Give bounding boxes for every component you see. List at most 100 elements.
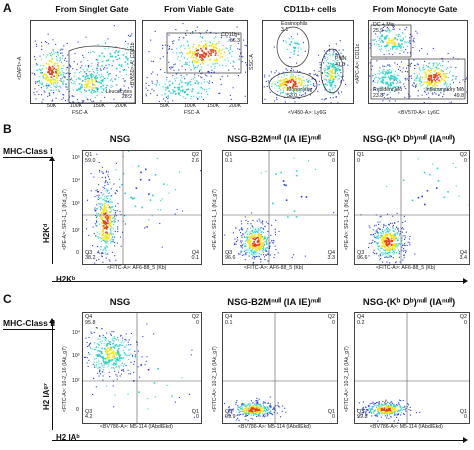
- event-dot: [119, 360, 121, 362]
- event-dot: [100, 216, 102, 218]
- event-dot: [238, 229, 240, 231]
- event-dot: [318, 70, 320, 72]
- event-dot: [400, 406, 402, 408]
- event-dot: [362, 409, 364, 411]
- event-dot: [268, 75, 270, 77]
- event-dot: [272, 242, 274, 244]
- event-dot: [118, 64, 121, 66]
- event-dot: [396, 85, 398, 87]
- event-dot: [97, 62, 99, 64]
- event-dot: [117, 220, 119, 222]
- event-dot: [397, 221, 399, 223]
- event-dot: [57, 53, 59, 55]
- event-dot: [173, 40, 175, 42]
- event-dot: [104, 187, 106, 189]
- event-dot: [92, 73, 94, 75]
- event-dot: [105, 222, 108, 224]
- event-dot: [106, 238, 108, 240]
- event-dot: [108, 75, 110, 77]
- event-dot: [91, 87, 93, 89]
- event-dot: [251, 251, 253, 253]
- event-dot: [383, 223, 385, 225]
- event-dot: [393, 234, 395, 236]
- event-dot: [233, 408, 235, 410]
- event-dot: [228, 406, 230, 408]
- event-dot: [112, 60, 115, 62]
- event-dot: [200, 86, 202, 89]
- event-dot: [130, 373, 132, 375]
- event-dot: [205, 48, 207, 50]
- event-dot: [93, 176, 95, 178]
- event-dot: [445, 82, 447, 84]
- event-dot: [407, 65, 409, 67]
- event-dot: [284, 101, 286, 103]
- event-dot: [90, 74, 93, 77]
- event-dot: [252, 410, 254, 413]
- event-dot: [93, 361, 95, 363]
- event-dot: [405, 407, 407, 409]
- event-dot: [413, 83, 415, 85]
- event-dot: [390, 255, 392, 257]
- event-dot: [93, 90, 95, 92]
- event-dot: [282, 71, 284, 73]
- event-dot: [266, 238, 268, 240]
- event-dot: [117, 336, 119, 338]
- event-dot: [263, 406, 265, 408]
- event-dot: [141, 206, 143, 209]
- event-dot: [300, 88, 302, 90]
- quadrant-q3: Q3 99.9: [225, 408, 236, 421]
- event-dot: [437, 72, 440, 74]
- event-dot: [97, 64, 99, 66]
- event-dot: [103, 248, 105, 250]
- event-dot: [390, 405, 392, 407]
- event-dot: [116, 357, 118, 359]
- event-dot: [435, 93, 437, 95]
- event-dot: [63, 75, 65, 77]
- event-dot: [220, 37, 222, 39]
- event-dot: [104, 338, 106, 340]
- event-dot: [174, 80, 176, 82]
- event-dot: [383, 68, 385, 70]
- event-dot: [455, 67, 457, 69]
- event-dot: [382, 230, 384, 232]
- event-dot: [442, 70, 444, 72]
- event-dot: [94, 79, 97, 82]
- event-dot: [267, 407, 269, 409]
- event-dot: [397, 33, 399, 35]
- event-dot: [62, 77, 64, 79]
- event-dot: [57, 69, 60, 72]
- event-dot: [95, 235, 97, 237]
- event-dot: [55, 68, 57, 71]
- event-dot: [250, 235, 253, 238]
- event-dot: [40, 69, 42, 71]
- event-dot: [79, 78, 81, 80]
- event-dot: [150, 73, 152, 75]
- event-dot: [97, 191, 99, 193]
- event-dot: [35, 98, 37, 100]
- event-dot: [391, 243, 394, 246]
- event-dot: [385, 36, 387, 39]
- event-dot: [384, 254, 386, 256]
- event-dot: [151, 215, 153, 217]
- dc-gate: [370, 24, 412, 58]
- event-dot: [379, 237, 381, 239]
- event-dot: [107, 359, 110, 362]
- event-dot: [114, 351, 117, 354]
- event-dot: [104, 216, 107, 218]
- event-dot: [208, 71, 210, 73]
- event-dot: [247, 236, 249, 238]
- event-dot: [97, 236, 99, 238]
- event-dot: [390, 84, 392, 86]
- event-dot: [271, 240, 273, 242]
- event-dot: [371, 241, 373, 243]
- event-dot: [229, 94, 231, 96]
- event-dot: [459, 81, 461, 83]
- event-dot: [100, 363, 102, 365]
- event-dot: [401, 249, 403, 251]
- event-dot: [51, 89, 53, 91]
- event-dot: [417, 95, 419, 97]
- event-dot: [111, 206, 113, 208]
- event-dot: [301, 89, 303, 91]
- x-axis-label: <FITC-A>: AF6-88_5 (Kb): [107, 265, 167, 271]
- event-dot: [379, 67, 381, 69]
